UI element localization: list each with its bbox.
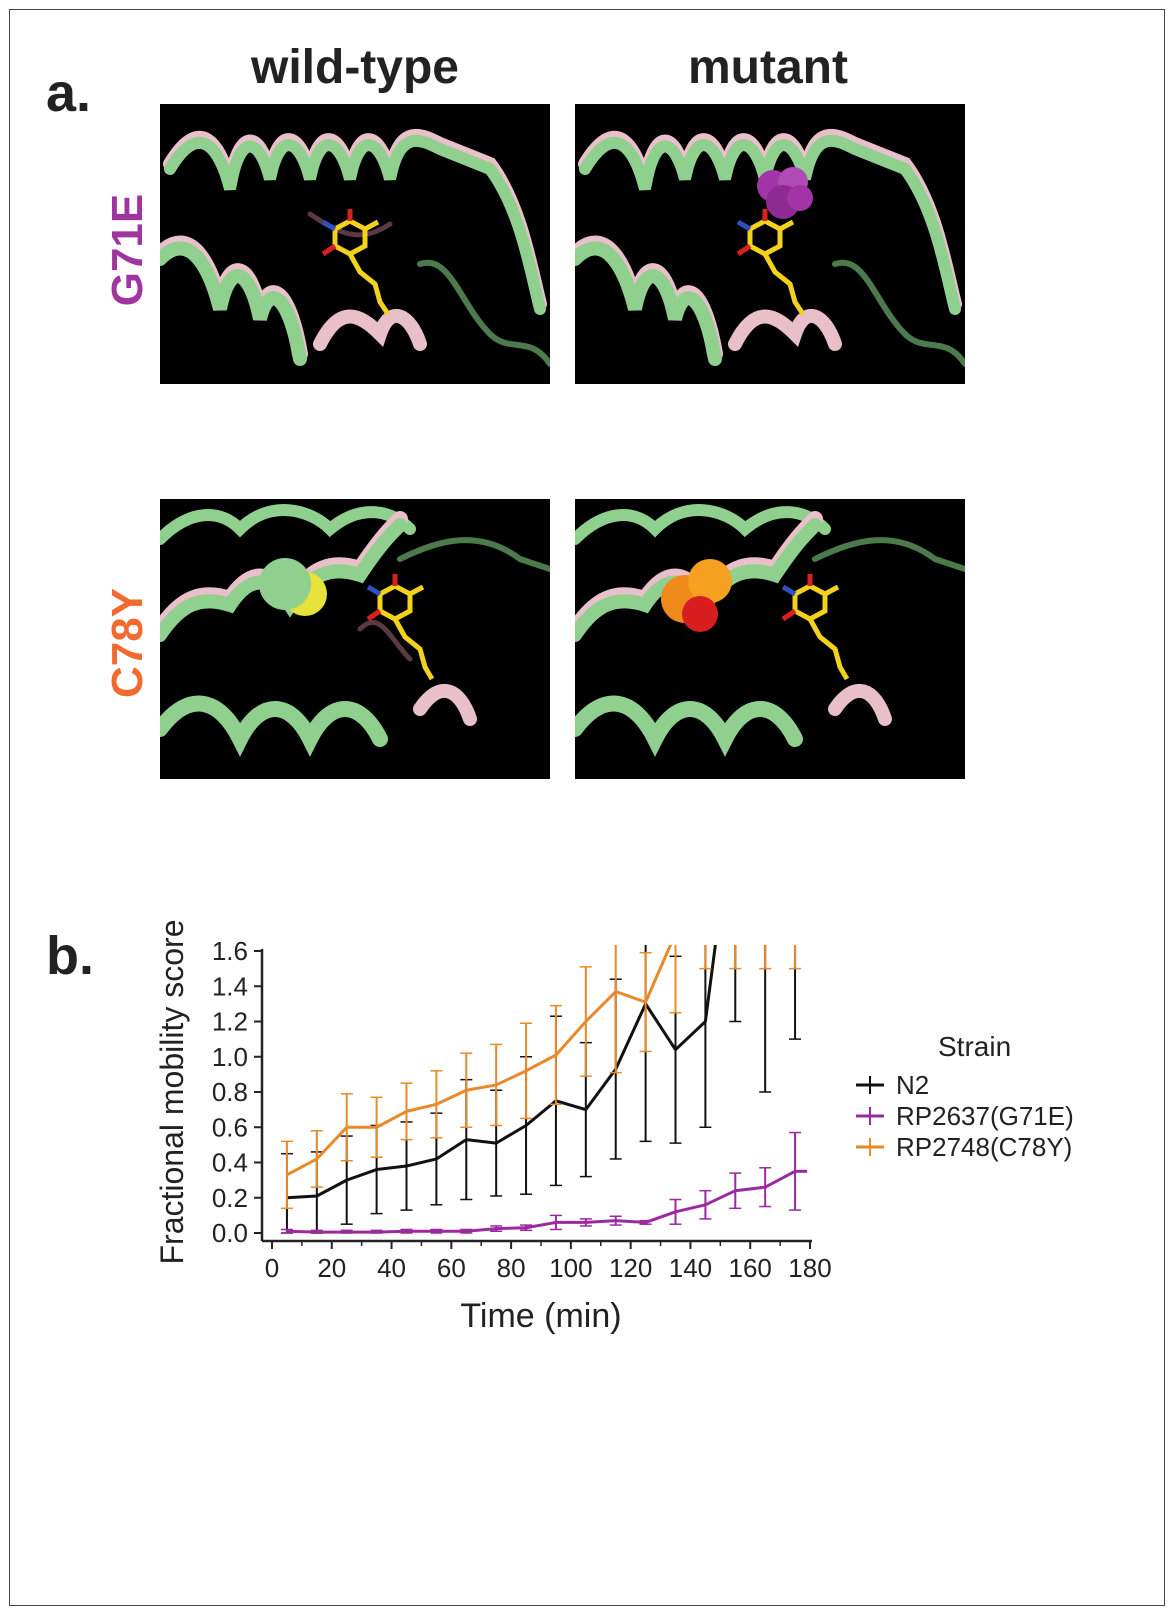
structure-c78y-mutant (575, 499, 965, 779)
x-axis-label: Time (min) (460, 1297, 621, 1335)
series-line (286, 945, 717, 1200)
y-tick-label: 1.4 (212, 971, 248, 1001)
y-tick-label: 0.4 (212, 1148, 248, 1178)
legend-title: Strain (938, 1031, 1011, 1062)
structure-g71e-wild-type (160, 104, 550, 384)
y-tick-label: 0.2 (212, 1183, 248, 1213)
panel-b-label: b. (46, 926, 94, 986)
legend-label: RP2748(C78Y) (896, 1132, 1072, 1162)
x-tick-label: 100 (549, 1253, 592, 1283)
column-header-wild-type: wild-type (250, 41, 459, 94)
y-tick-label: 0.8 (212, 1077, 248, 1107)
series-line (286, 945, 673, 1177)
x-tick-label: 160 (729, 1253, 772, 1283)
x-tick-label: 40 (377, 1253, 406, 1283)
y-tick-label: 1.6 (212, 936, 248, 966)
y-tick-label: 1.2 (212, 1007, 248, 1037)
column-header-mutant: mutant (688, 41, 848, 94)
x-tick-label: 20 (317, 1253, 346, 1283)
x-tick-label: 0 (265, 1253, 279, 1283)
legend-label: RP2637(G71E) (896, 1101, 1074, 1131)
figure-frame (9, 9, 1165, 1606)
panel-a-label: a. (46, 63, 92, 123)
series-1 (280, 1131, 808, 1234)
y-tick-label: 0.6 (212, 1112, 248, 1142)
legend-label: N2 (896, 1070, 929, 1100)
x-tick-label: 80 (497, 1253, 526, 1283)
structure-c78y-wild-type (160, 499, 550, 779)
series-2 (280, 945, 802, 1210)
y-axis-label: Fractional mobility score (154, 920, 190, 1265)
x-tick-label: 60 (437, 1253, 466, 1283)
series-line (286, 1169, 796, 1234)
series-0 (280, 945, 802, 1234)
x-tick-label: 180 (788, 1253, 831, 1283)
x-tick-label: 140 (669, 1253, 712, 1283)
y-tick-label: 1.0 (212, 1042, 248, 1072)
structure-g71e-mutant (575, 104, 965, 384)
x-tick-label: 120 (609, 1253, 652, 1283)
y-tick-label: 0.0 (212, 1218, 248, 1248)
